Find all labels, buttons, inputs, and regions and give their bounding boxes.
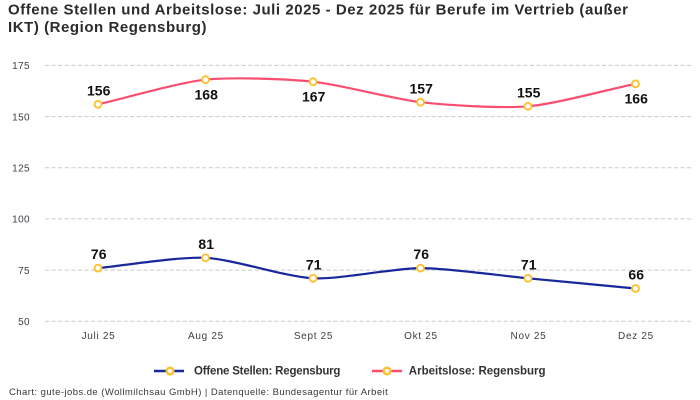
svg-text:168: 168 xyxy=(195,87,219,103)
svg-text:155: 155 xyxy=(517,84,541,100)
svg-text:Sept 25: Sept 25 xyxy=(294,331,333,342)
svg-text:125: 125 xyxy=(12,163,30,174)
svg-text:Dez 25: Dez 25 xyxy=(618,331,654,342)
svg-text:150: 150 xyxy=(12,112,30,123)
svg-text:Okt 25: Okt 25 xyxy=(404,331,438,342)
svg-text:71: 71 xyxy=(306,256,322,272)
svg-text:166: 166 xyxy=(625,91,649,107)
svg-text:100: 100 xyxy=(12,215,30,226)
svg-text:Arbeitslose: Regensburg: Arbeitslose: Regensburg xyxy=(409,366,546,378)
svg-text:Aug 25: Aug 25 xyxy=(188,331,224,342)
svg-text:76: 76 xyxy=(413,246,429,262)
svg-text:175: 175 xyxy=(12,61,30,72)
svg-text:71: 71 xyxy=(521,256,537,272)
svg-text:81: 81 xyxy=(198,236,214,252)
svg-text:50: 50 xyxy=(18,317,30,328)
svg-text:Offene Stellen: Regensburg: Offene Stellen: Regensburg xyxy=(194,366,340,378)
svg-text:167: 167 xyxy=(302,89,326,105)
svg-text:75: 75 xyxy=(18,266,30,277)
svg-text:Offene Stellen und Arbeitslose: Offene Stellen und Arbeitslose: Juli 202… xyxy=(8,2,629,19)
svg-text:156: 156 xyxy=(87,82,111,98)
svg-text:Chart: gute-jobs.de (Wollmilch: Chart: gute-jobs.de (Wollmilchsau GmbH) … xyxy=(9,387,388,398)
svg-text:Juli 25: Juli 25 xyxy=(82,331,116,342)
svg-text:Nov 25: Nov 25 xyxy=(511,331,547,342)
svg-text:66: 66 xyxy=(628,267,644,283)
svg-text:IKT) (Region Regensburg): IKT) (Region Regensburg) xyxy=(8,19,207,36)
svg-text:157: 157 xyxy=(410,80,434,96)
svg-text:76: 76 xyxy=(91,246,107,262)
